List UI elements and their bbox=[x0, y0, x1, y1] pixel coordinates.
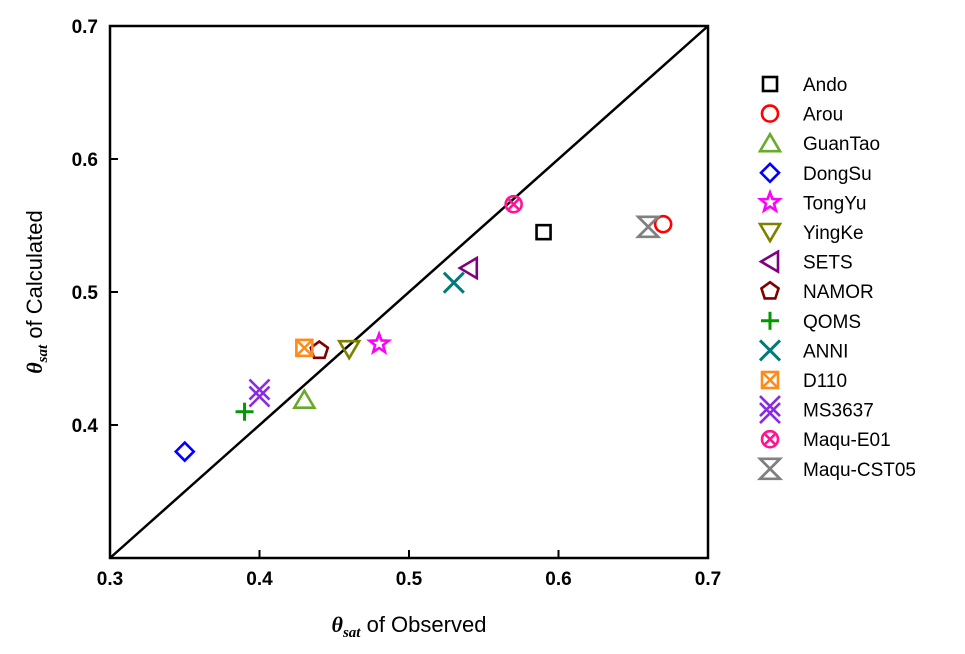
y-tick-label: 0.4 bbox=[72, 416, 99, 437]
legend-label-tongyu: TongYu bbox=[803, 193, 866, 214]
legend-marker-arou bbox=[760, 104, 780, 123]
x-axis-subscript: sat bbox=[342, 625, 361, 641]
legend-label-maqu-e01: Maqu-E01 bbox=[803, 430, 891, 451]
x-tick-label: 0.4 bbox=[246, 569, 273, 590]
legend-label-ms3637: MS3637 bbox=[803, 401, 874, 422]
legend-marker-maqu-e01 bbox=[760, 429, 780, 449]
y-axis-symbol: θ bbox=[22, 362, 47, 374]
data-point-dongsu bbox=[173, 440, 196, 463]
x-axis-title: θsat of Observed bbox=[332, 612, 487, 641]
legend-label-qoms: QOMS bbox=[803, 312, 861, 333]
reference-line-1to1 bbox=[109, 25, 709, 559]
x-axis-label-text: of Observed bbox=[360, 612, 486, 637]
legend-label-maqu-cst05: Maqu-CST05 bbox=[803, 460, 916, 481]
y-tick-label: 0.6 bbox=[72, 150, 98, 171]
legend-item-ando: Ando bbox=[761, 75, 847, 96]
legend-item-yingke: YingKe bbox=[757, 222, 864, 244]
legend-item-anni: ANNI bbox=[758, 339, 848, 362]
legend-item-ms3637: MS3637 bbox=[759, 395, 874, 425]
legend-item-maqu-cst05: Maqu-CST05 bbox=[756, 457, 916, 481]
legend-label-guantao: GuanTao bbox=[803, 134, 880, 155]
legend-label-namor: NAMOR bbox=[803, 282, 874, 303]
legend-item-guantao: GuanTao bbox=[757, 131, 880, 155]
legend-marker-yingke bbox=[757, 222, 783, 244]
legend-marker-d110 bbox=[760, 370, 780, 390]
data-point-sets bbox=[457, 255, 479, 281]
legend-label-sets: SETS bbox=[803, 253, 853, 274]
data-point-maqu-cst05 bbox=[635, 215, 662, 239]
data-point-guantao bbox=[292, 388, 317, 410]
x-tick-label: 0.7 bbox=[695, 569, 721, 590]
x-tick-label: 0.5 bbox=[396, 569, 423, 590]
y-axis-title: θsat of Calculated bbox=[22, 210, 51, 373]
legend-marker-ando bbox=[761, 75, 779, 93]
data-point-anni bbox=[442, 271, 465, 294]
legend-item-sets: SETS bbox=[758, 249, 853, 274]
data-point-d110 bbox=[295, 338, 314, 358]
x-axis-symbol: θ bbox=[332, 612, 344, 637]
legend-label-dongsu: DongSu bbox=[803, 164, 872, 185]
legend-label-arou: Arou bbox=[803, 105, 843, 126]
y-axis-subscript: sat bbox=[35, 344, 51, 363]
legend-label-ando: Ando bbox=[803, 75, 847, 96]
legend-item-dongsu: DongSu bbox=[759, 161, 872, 185]
legend-marker-sets bbox=[758, 249, 780, 274]
legend-item-qoms: QOMS bbox=[761, 311, 861, 333]
legend-item-tongyu: TongYu bbox=[756, 188, 866, 214]
y-axis-label-text: of Calculated bbox=[22, 210, 47, 345]
legend-marker-qoms bbox=[761, 311, 779, 330]
legend-label-yingke: YingKe bbox=[803, 223, 864, 244]
legend-label-anni: ANNI bbox=[803, 341, 848, 362]
x-tick-label: 0.3 bbox=[97, 569, 123, 590]
ticks-layer: 0.3 0.4 0.5 0.6 0.7 0.4 0.5 0.6 0.7 bbox=[72, 17, 722, 590]
y-tick-label: 0.5 bbox=[72, 283, 99, 304]
legend-item-maqu-e01: Maqu-E01 bbox=[760, 429, 891, 451]
legend-item-namor: NAMOR bbox=[759, 280, 874, 303]
legend-item-arou: Arou bbox=[760, 104, 843, 126]
data-point-ando bbox=[535, 223, 552, 241]
x-tick-label: 0.6 bbox=[545, 569, 571, 590]
legend-marker-namor bbox=[759, 280, 781, 300]
legend-marker-ms3637 bbox=[759, 395, 781, 425]
data-point-yingke bbox=[336, 339, 362, 361]
legend: Ando Arou GuanTao DongSu TongYu YingKe SETS NAM… bbox=[756, 75, 916, 481]
data-point-qoms bbox=[235, 402, 254, 421]
legend-marker-maqu-cst05 bbox=[756, 457, 784, 481]
legend-marker-guantao bbox=[757, 131, 783, 153]
y-tick-label: 0.7 bbox=[72, 17, 98, 38]
legend-marker-dongsu bbox=[759, 161, 781, 184]
data-point-maqu-e01 bbox=[504, 194, 523, 214]
data-point-tongyu bbox=[366, 330, 393, 355]
data-point-arou bbox=[653, 214, 673, 234]
legend-marker-tongyu bbox=[756, 188, 784, 214]
data-points-layer bbox=[173, 194, 673, 463]
legend-marker-anni bbox=[758, 339, 782, 362]
legend-label-d110: D110 bbox=[803, 371, 847, 392]
legend-item-d110: D110 bbox=[760, 370, 847, 392]
reference-line-layer bbox=[109, 25, 709, 559]
data-point-ms3637 bbox=[248, 378, 271, 408]
